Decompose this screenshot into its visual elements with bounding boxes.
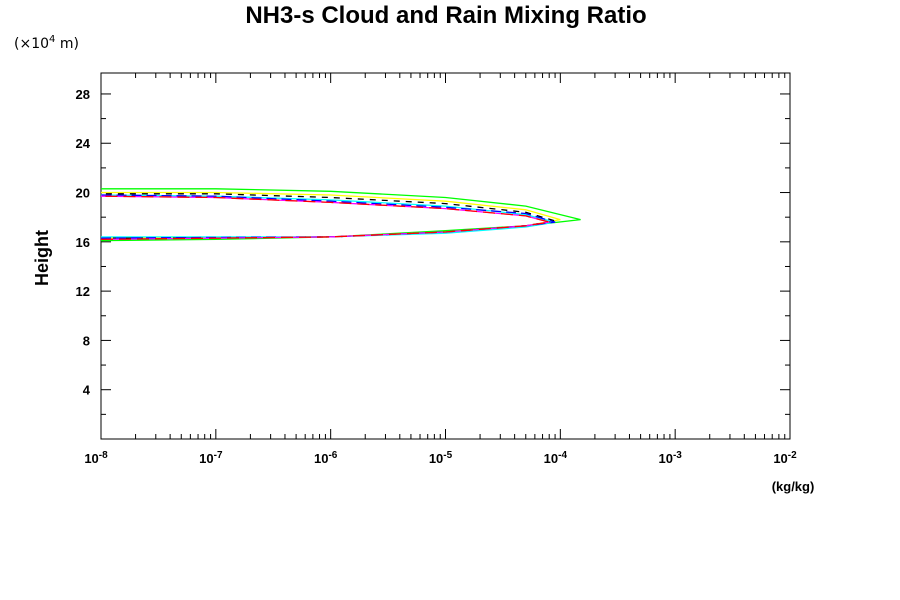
y-tick-label: 8	[83, 333, 90, 348]
y-axis-label: Height	[32, 230, 52, 286]
series-line	[101, 195, 550, 241]
x-tick-label: 10-3	[658, 450, 682, 466]
x-tick-label: 10-5	[429, 450, 453, 466]
x-tick-label: 10-8	[84, 450, 108, 466]
y-tick-label: 16	[76, 235, 90, 250]
y-tick-label: 28	[76, 87, 90, 102]
y-tick-label: 20	[76, 186, 90, 201]
series-line	[101, 193, 556, 239]
chart-title: NH3-s Cloud and Rain Mixing Ratio	[245, 2, 646, 29]
plot-frame	[100, 72, 791, 440]
y-tick-label: 24	[76, 136, 91, 151]
y-tick-label: 12	[76, 284, 90, 299]
x-tick-label: 10-4	[544, 450, 568, 466]
y-unit-label: (×104 m)	[14, 34, 79, 52]
y-tick-label: 4	[83, 383, 91, 398]
x-tick-label: 10-6	[314, 450, 338, 466]
x-tick-label: 10-7	[199, 450, 223, 466]
x-unit-label: (kg/kg)	[772, 479, 815, 494]
x-tick-label: 10-2	[773, 450, 797, 466]
